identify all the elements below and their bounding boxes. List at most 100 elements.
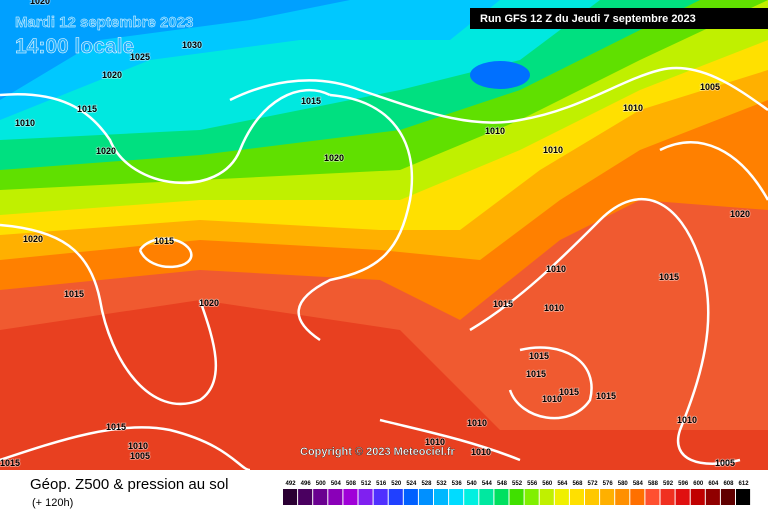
legend-label: 592 [663, 481, 674, 487]
legend-label: 548 [497, 481, 508, 487]
legend-cell [479, 489, 494, 505]
legend-cell [373, 489, 388, 505]
isobar-label: 1010 [425, 437, 445, 447]
legend-cell [690, 489, 705, 505]
legend-label: 564 [557, 481, 568, 487]
legend-cell [615, 489, 630, 505]
legend-cell [403, 489, 418, 505]
legend-label: 524 [406, 481, 417, 487]
legend-label: 576 [603, 481, 614, 487]
field-band [470, 61, 530, 89]
isobar-label: 1015 [301, 96, 321, 106]
legend-label: 572 [588, 481, 599, 487]
legend-label: 604 [708, 481, 719, 487]
isobar-line [297, 93, 414, 342]
legend-cell [539, 489, 554, 505]
run-info: Run GFS 12 Z du Jeudi 7 septembre 2023 [480, 13, 696, 25]
legend-label: 584 [633, 481, 644, 487]
isobar-line [469, 198, 741, 465]
isobar-label: 1020 [730, 209, 750, 219]
isobar-label: 1020 [102, 70, 122, 80]
legend-cell [660, 489, 675, 505]
isobar-label: 1015 [526, 369, 546, 379]
legend-label: 512 [361, 481, 372, 487]
legend-cell [585, 489, 600, 505]
legend-label: 556 [527, 481, 538, 487]
legend-label: 552 [512, 481, 523, 487]
isobar-line [229, 66, 768, 124]
run-box [470, 8, 768, 29]
isobar-label: 1015 [64, 289, 84, 299]
isobar-label: 1005 [715, 458, 735, 468]
isobar-line [0, 88, 331, 185]
legend-label: 492 [286, 481, 297, 487]
legend-label: 588 [648, 481, 659, 487]
isobar-label: 1015 [77, 104, 97, 114]
isobar-label: 1030 [182, 40, 202, 50]
legend-cell [388, 489, 403, 505]
legend-cell [464, 489, 479, 505]
legend-cell [494, 489, 509, 505]
isobar-line [0, 426, 251, 472]
legend-label: 596 [678, 481, 689, 487]
legend-label: 600 [693, 481, 704, 487]
legend-cell [524, 489, 539, 505]
legend-label: 500 [316, 481, 327, 487]
isobar-label: 1015 [596, 391, 616, 401]
legend-label: 540 [467, 481, 478, 487]
isobar-label: 1020 [23, 234, 43, 244]
legend-label: 504 [331, 481, 342, 487]
legend-cell [343, 489, 358, 505]
legend-label: 536 [452, 481, 463, 487]
isobar-line [138, 237, 193, 269]
isobar-line [0, 223, 218, 406]
isobar-label: 1005 [130, 451, 150, 461]
legend-cell [509, 489, 524, 505]
isobar-label: 1010 [543, 145, 563, 155]
legend-label: 532 [437, 481, 448, 487]
isobar-label: 1015 [154, 236, 174, 246]
isobar-label: 1015 [0, 458, 20, 468]
legend-cell [283, 489, 298, 505]
isobar-label: 1020 [324, 153, 344, 163]
isobar-label: 1010 [485, 126, 505, 136]
legend-cell [569, 489, 584, 505]
isobar-label: 1015 [529, 351, 549, 361]
legend-label: 568 [572, 481, 583, 487]
isobar-label: 1020 [30, 0, 50, 6]
legend-cell [600, 489, 615, 505]
isobar-label: 1005 [700, 82, 720, 92]
isobar-label: 1010 [542, 394, 562, 404]
legend-cell [434, 489, 449, 505]
isobar-line [659, 141, 768, 201]
isobar-label: 1015 [106, 422, 126, 432]
isobar-labels: 1020103010251020101510101020102010151010… [0, 0, 751, 469]
isobars [0, 66, 768, 472]
copyright: Copyright © 2023 Meteociel.fr [300, 446, 456, 458]
legend-cell [328, 489, 343, 505]
isobar-label: 1020 [96, 146, 116, 156]
valid-date: Mardi 12 septembre 2023 [15, 14, 193, 31]
isobar-label: 1015 [559, 387, 579, 397]
color-legend: 492 496 500 504 508 512 516 520 524 528 532 536 540 5… [283, 481, 751, 505]
legend-label: 560 [542, 481, 553, 487]
legend-cell [554, 489, 569, 505]
legend-cell [705, 489, 720, 505]
isobar-label: 1010 [544, 303, 564, 313]
legend-cell [720, 489, 735, 505]
isobar-label: 1015 [493, 299, 513, 309]
geopotential-field [0, 0, 768, 470]
legend-label: 608 [723, 481, 734, 487]
legend-cell [358, 489, 373, 505]
footer-title: Géop. Z500 & pression au sol [30, 476, 228, 493]
isobar-label: 1010 [677, 415, 697, 425]
isobar-label: 1010 [128, 441, 148, 451]
footer-lead: (+ 120h) [32, 497, 73, 509]
legend-label: 580 [618, 481, 629, 487]
legend-label: 544 [482, 481, 493, 487]
isobar-line [379, 418, 521, 462]
legend-cell [630, 489, 645, 505]
isobar-label: 1025 [130, 52, 150, 62]
legend-cell [645, 489, 660, 505]
legend-label: 508 [346, 481, 357, 487]
